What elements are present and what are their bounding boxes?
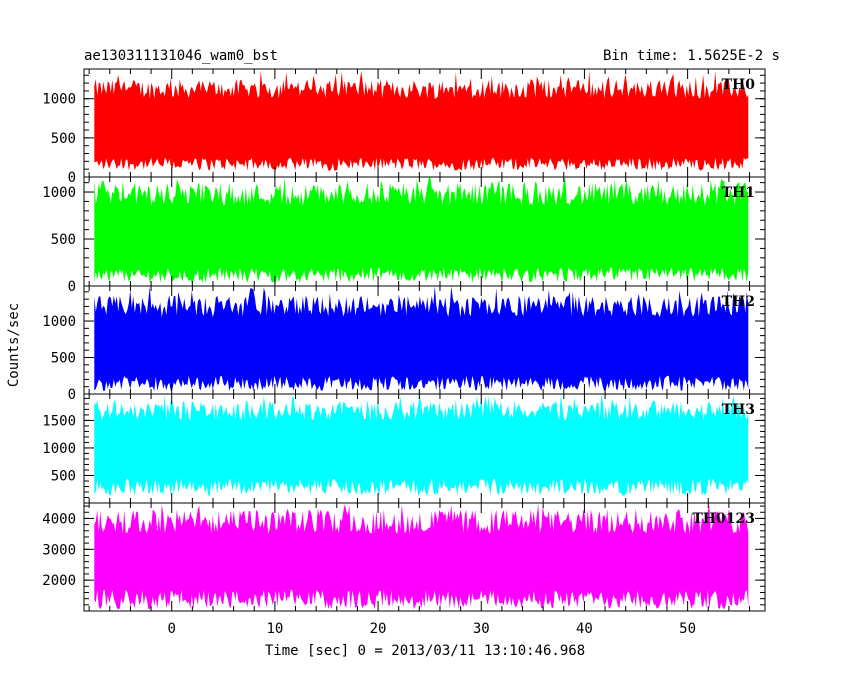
series-th0-curve bbox=[94, 70, 749, 171]
y-tick-label: 1000 bbox=[42, 441, 76, 457]
y-tick-label: 1000 bbox=[42, 92, 76, 108]
y-tick-label: 500 bbox=[51, 232, 76, 248]
x-tick-label: 50 bbox=[679, 621, 696, 637]
bin-time-label: Bin time: 1.5625E-2 s bbox=[603, 48, 780, 64]
y-tick-label: 2000 bbox=[42, 573, 76, 589]
series-th0123-curve bbox=[94, 503, 749, 610]
series-label-th3: TH3 bbox=[722, 402, 755, 418]
x-tick-label: 20 bbox=[370, 621, 387, 637]
panel-th3: 500 1000 1500 TH3 bbox=[42, 393, 766, 504]
y-tick-label: 3000 bbox=[42, 542, 76, 558]
series-label-th0: TH0 bbox=[722, 77, 756, 93]
series-th1-curve bbox=[94, 177, 749, 284]
x-tick-label: 10 bbox=[266, 621, 283, 637]
series-label-th0123: TH0123 bbox=[692, 511, 755, 527]
y-tick-label: 500 bbox=[51, 131, 76, 147]
series-th3-curve bbox=[94, 394, 749, 496]
y-tick-label: 4000 bbox=[42, 511, 76, 527]
chart-title: ae130311131046_wam0_bst bbox=[84, 48, 278, 64]
y-tick-label: 1000 bbox=[42, 314, 76, 330]
series-th2-curve bbox=[94, 286, 749, 392]
y-tick-label: 0 bbox=[68, 387, 76, 403]
series-label-th2: TH2 bbox=[722, 294, 755, 310]
panel-frame bbox=[83, 502, 766, 612]
x-axis-label: Time [sec] 0 = 2013/03/11 13:10:46.968 bbox=[265, 643, 585, 659]
y-tick-label: 1000 bbox=[42, 185, 76, 201]
x-tick-label: 0 bbox=[167, 621, 175, 637]
y-tick-label: 0 bbox=[68, 279, 76, 295]
y-tick-label: 500 bbox=[51, 468, 76, 484]
x-tick-label: 40 bbox=[576, 621, 593, 637]
y-tick-label: 0 bbox=[68, 170, 76, 186]
panel-th0123: 2000 3000 4000 TH0123 bbox=[42, 502, 766, 612]
panel-th0: 0 500 1000 TH0 bbox=[42, 68, 766, 186]
y-axis-label: Counts/sec bbox=[6, 303, 22, 387]
series-label-th1: TH1 bbox=[722, 185, 755, 201]
y-tick-label: 1500 bbox=[42, 413, 76, 429]
y-tick-label: 500 bbox=[51, 351, 76, 367]
x-tick-label: 30 bbox=[473, 621, 490, 637]
panel-th1: 0 500 1000 TH1 bbox=[42, 176, 766, 295]
panel-th2: 0 500 1000 TH2 bbox=[42, 285, 766, 403]
